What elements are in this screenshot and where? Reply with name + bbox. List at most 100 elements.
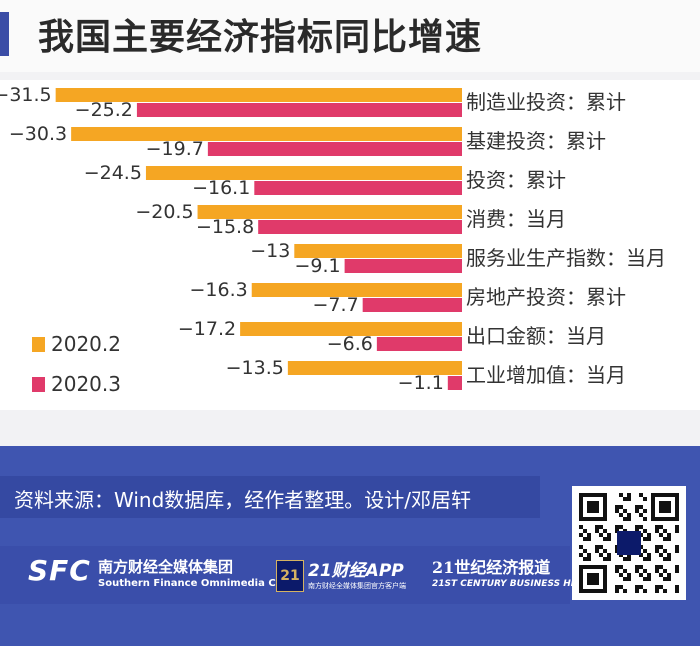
bar — [294, 244, 462, 258]
qr-module — [627, 577, 631, 581]
qr-module — [647, 553, 651, 557]
category-label: 基建投资：累计 — [466, 129, 606, 153]
qr-module — [607, 537, 611, 541]
qr-module — [647, 533, 651, 537]
qr-module — [583, 557, 587, 561]
qr-module — [587, 557, 591, 561]
qr-module — [615, 505, 619, 509]
qr-module — [655, 585, 659, 589]
data-label: −7.7 — [313, 294, 359, 316]
qr-module — [603, 537, 607, 541]
qr-module — [627, 573, 631, 577]
qr-module — [623, 589, 627, 593]
bar — [251, 283, 462, 297]
qr-module — [579, 553, 583, 557]
data-label: −17.2 — [178, 318, 236, 340]
data-label: −9.1 — [294, 255, 340, 277]
qr-module — [627, 557, 631, 561]
qr-module — [659, 533, 663, 537]
qr-module — [663, 589, 667, 593]
qr-code[interactable] — [572, 486, 686, 600]
qr-module — [615, 565, 619, 569]
bar — [240, 322, 462, 336]
qr-module — [675, 529, 679, 533]
data-label: −16.1 — [192, 177, 250, 199]
qr-module — [667, 577, 671, 581]
qr-module — [607, 533, 611, 537]
qr-module — [623, 497, 627, 501]
app-subtitle: 南方财经全媒体集团官方客户端 — [308, 582, 406, 590]
qr-module — [659, 553, 663, 557]
qr-module — [607, 557, 611, 561]
qr-module — [623, 509, 627, 513]
qr-module — [615, 589, 619, 593]
legend-swatch — [32, 337, 45, 352]
logo-bar: SFC 南方财经全媒体集团 Southern Finance Omnimedia… — [0, 546, 604, 604]
qr-module — [639, 573, 643, 577]
category-label: 消费：当月 — [466, 207, 566, 231]
qr-module — [583, 529, 587, 533]
qr-module — [647, 557, 651, 561]
bar-chart: −31.5 −25.2 制造业投资：累计 −30.3 −19.7 基建投资：累计 −24.5… — [0, 84, 666, 396]
legend-label: 2020.3 — [51, 372, 121, 396]
qr-module — [675, 545, 679, 549]
qr-module — [667, 573, 671, 577]
qr-module — [639, 513, 643, 517]
category-label: 制造业投资：累计 — [466, 90, 626, 114]
bar — [258, 220, 462, 234]
qr-module — [647, 577, 651, 581]
qr-module — [579, 525, 583, 529]
sfc-logo: SFC — [28, 554, 91, 587]
sfc-group-name: 南方财经全媒体集团 — [98, 558, 234, 576]
qr-module — [675, 549, 679, 553]
category-label: 房地产投资：累计 — [466, 285, 626, 309]
category-label: 投资：累计 — [466, 168, 566, 192]
qr-module — [599, 525, 603, 529]
data-label: −13 — [250, 240, 290, 262]
qr-module — [619, 513, 623, 517]
qr-module — [659, 545, 663, 549]
bar — [136, 103, 463, 117]
qr-module — [675, 589, 679, 593]
qr-module — [619, 585, 623, 589]
qr-module — [659, 585, 663, 589]
data-label: −30.3 — [9, 123, 67, 145]
qr-module — [627, 497, 631, 501]
qr-module — [663, 537, 667, 541]
qr-module — [643, 537, 647, 541]
qr-module — [599, 553, 603, 557]
category-label: 服务业生产指数：当月 — [466, 246, 666, 270]
qr-module — [643, 497, 647, 501]
chart-panel: −31.5 −25.2 制造业投资：累计 −30.3 −19.7 基建投资：累计 −24.5… — [0, 80, 700, 410]
qr-module — [663, 557, 667, 561]
qr-module — [639, 565, 643, 569]
qr-module — [615, 569, 619, 573]
qr-module — [579, 533, 583, 537]
herald-name: 21世纪经济报道 — [432, 558, 551, 577]
qr-module — [635, 565, 639, 569]
qr-module — [599, 545, 603, 549]
qr-module — [619, 505, 623, 509]
qr-module — [615, 509, 619, 513]
qr-module — [619, 493, 623, 497]
bar — [71, 127, 462, 141]
bar — [197, 205, 463, 219]
qr-module — [655, 525, 659, 529]
qr-module — [659, 565, 663, 569]
data-label: −25.2 — [75, 99, 133, 121]
qr-module — [635, 505, 639, 509]
legend-swatch — [32, 377, 45, 392]
qr-module — [643, 509, 647, 513]
qr-module — [647, 573, 651, 577]
data-label: −31.5 — [0, 84, 52, 106]
qr-module — [615, 585, 619, 589]
qr-module — [603, 557, 607, 561]
qr-module — [659, 525, 663, 529]
qr-module — [663, 529, 667, 533]
herald-english-name: 21ST CENTURY BUSINESS HERALD — [432, 579, 605, 589]
qr-module — [579, 545, 583, 549]
bar — [287, 361, 462, 375]
qr-module — [639, 585, 643, 589]
qr-module — [667, 533, 671, 537]
qr-module — [595, 529, 599, 533]
